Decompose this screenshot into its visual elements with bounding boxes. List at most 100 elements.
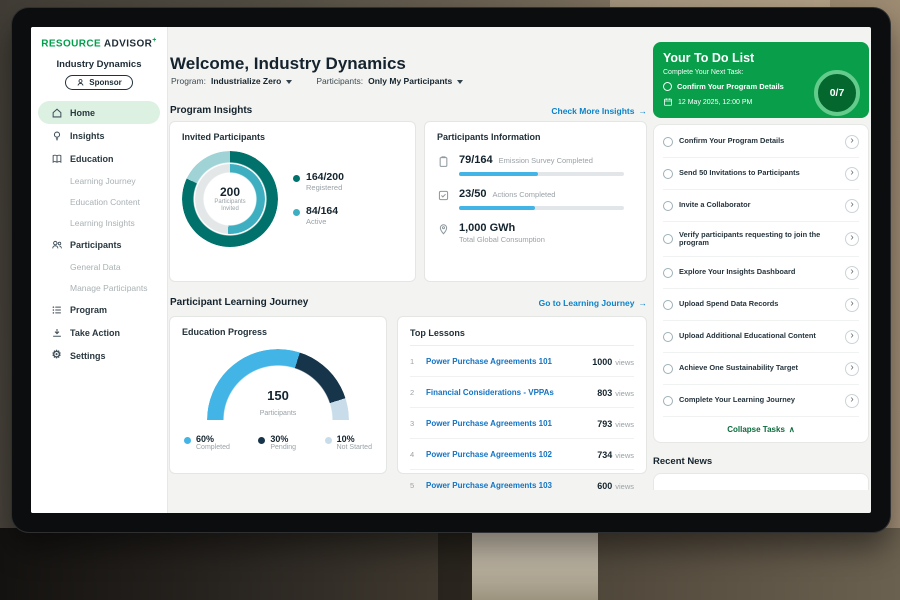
sidebar-nav: Home Insights Education Learning Journey… <box>31 101 167 367</box>
home-icon <box>50 106 63 119</box>
checkbox-circle-icon[interactable] <box>663 395 673 406</box>
logo-plus: + <box>152 37 157 44</box>
logo-secondary: ADVISOR <box>103 38 153 50</box>
task-row[interactable]: Send 50 Invitations to Participants › <box>663 158 859 190</box>
chevron-right-icon[interactable]: › <box>845 166 859 181</box>
sidebar-item-participants[interactable]: Participants <box>38 233 160 256</box>
gauge-legend-dot <box>324 437 332 444</box>
participants-filter[interactable]: Participants: Only My Participants <box>316 76 464 86</box>
donut-legend-dot <box>293 209 300 216</box>
lesson-link[interactable]: Power Purchase Agreements 101 <box>426 356 552 366</box>
task-row[interactable]: Achieve One Sustainability Target › <box>663 353 859 385</box>
task-label: Verify participants requesting to join t… <box>679 229 821 247</box>
monitor-stand <box>472 530 598 600</box>
checkbox-circle-icon[interactable] <box>663 363 673 374</box>
sidebar-item-label: Settings <box>70 350 106 361</box>
sidebar-item-learning-journey[interactable]: Learning Journey <box>70 175 136 186</box>
task-row[interactable]: Verify participants requesting to join t… <box>663 222 859 257</box>
participants-filter-label: Participants: <box>316 76 364 86</box>
checkbox-circle-icon[interactable] <box>663 299 673 310</box>
task-label: Invite a Collaborator <box>679 200 751 210</box>
info-row-survey: 79/164 Emission Survey Completed <box>437 154 634 176</box>
monitor-stand-shadow <box>438 530 474 600</box>
metric-value: 1,000 GWh <box>459 222 516 234</box>
sidebar-item-education[interactable]: Education <box>38 147 160 170</box>
gauge-wrap: 150 Participants <box>182 349 374 420</box>
checkbox-circle-icon[interactable] <box>663 136 673 147</box>
legend-label: Pending <box>270 444 297 451</box>
sidebar-item-insights[interactable]: Insights <box>38 124 160 147</box>
task-label: Achieve One Sustainability Target <box>679 363 798 373</box>
invited-donut-ring-inner <box>195 164 265 234</box>
task-row[interactable]: Invite a Collaborator › <box>663 190 859 222</box>
chevron-up-icon: ∧ <box>788 425 795 434</box>
info-row-actions: 23/50 Actions Completed <box>437 188 634 210</box>
checkbox-circle-icon[interactable] <box>663 267 673 278</box>
lesson-link[interactable]: Power Purchase Agreements 101 <box>426 418 552 428</box>
chevron-right-icon[interactable]: › <box>845 232 859 246</box>
list-icon <box>50 303 63 316</box>
legend-item-not-started: 10% Not Started <box>324 434 372 451</box>
checkbox-circle-icon[interactable] <box>663 331 673 342</box>
sidebar-item-home[interactable]: Home <box>38 101 160 125</box>
lesson-views-label: views <box>615 482 634 491</box>
chevron-right-icon[interactable]: › <box>845 265 859 280</box>
sidebar-item-learning-insights[interactable]: Learning Insights <box>70 217 135 228</box>
metric-value: 23/50 <box>459 188 487 200</box>
donut-legend: 164/200 Registered 84/164 Active <box>293 172 344 226</box>
checkbox-circle-icon[interactable] <box>663 168 673 179</box>
sidebar-item-program[interactable]: Program <box>38 298 160 321</box>
lesson-rank: 1 <box>410 356 415 366</box>
sidebar-item-label: Insights <box>70 130 105 141</box>
main-content: Welcome, Industry Dynamics Program: Indu… <box>169 27 648 513</box>
collapse-tasks-link[interactable]: Collapse Tasks ∧ <box>663 417 859 439</box>
sponsor-badge-label: Sponsor <box>89 78 122 88</box>
chevron-right-icon[interactable]: › <box>845 134 859 149</box>
info-main: 79/164 Emission Survey Completed <box>459 154 634 176</box>
lesson-views-label: views <box>615 358 634 367</box>
todo-next-task[interactable]: Confirm Your Program Details <box>663 82 813 91</box>
program-filter[interactable]: Program: Industrialize Zero <box>171 76 293 86</box>
bulb-icon <box>50 129 63 142</box>
task-row[interactable]: Complete Your Learning Journey › <box>663 385 859 417</box>
chevron-right-icon[interactable]: › <box>845 329 859 344</box>
check-more-insights-link[interactable]: Check More Insights → <box>551 106 647 116</box>
sidebar-item-label: Program <box>70 304 108 315</box>
program-insights-header: Program Insights Check More Insights → <box>170 105 647 116</box>
task-row[interactable]: Confirm Your Program Details › <box>663 126 859 158</box>
education-gauge-chart: 150 Participants <box>207 349 349 420</box>
calendar-icon <box>663 97 673 107</box>
app-logo: RESOURCE ADVISOR+ <box>31 37 167 49</box>
checkbox-circle-icon[interactable] <box>663 200 673 211</box>
legend-label: Not Started <box>336 444 372 451</box>
lesson-link[interactable]: Financial Considerations - VPPAs <box>426 387 554 397</box>
sponsor-badge[interactable]: Sponsor <box>65 75 133 91</box>
lesson-link[interactable]: Power Purchase Agreements 103 <box>426 480 552 490</box>
chevron-right-icon[interactable]: › <box>845 297 859 312</box>
todo-progress-value: 0/7 <box>829 87 845 99</box>
chevron-right-icon[interactable]: › <box>845 393 859 408</box>
sidebar-item-education-content[interactable]: Education Content <box>70 196 140 207</box>
legend-item-pending: 30% Pending <box>258 435 296 451</box>
chevron-right-icon[interactable]: › <box>845 361 859 376</box>
lesson-link[interactable]: Power Purchase Agreements 102 <box>426 449 552 459</box>
sidebar-item-settings[interactable]: ⚙ Settings <box>38 344 160 367</box>
sidebar-item-general-data[interactable]: General Data <box>70 261 121 272</box>
go-to-learning-journey-link[interactable]: Go to Learning Journey → <box>539 298 647 308</box>
sidebar-item-label: Education <box>70 153 114 164</box>
lesson-views-label: views <box>615 420 634 429</box>
location-pin-icon <box>437 222 451 244</box>
sidebar-item-take-action[interactable]: Take Action <box>38 321 160 344</box>
todo-task-list: Confirm Your Program Details › Send 50 I… <box>653 124 869 443</box>
task-row[interactable]: Upload Additional Educational Content › <box>663 321 859 353</box>
legend-value: 10% <box>336 434 355 444</box>
metric-label: Total Global Consumption <box>459 235 545 244</box>
task-row[interactable]: Explore Your Insights Dashboard › <box>663 257 859 289</box>
task-row[interactable]: Upload Spend Data Records › <box>663 289 859 321</box>
card-title: Education Progress <box>182 327 268 337</box>
checkbox-circle-icon[interactable] <box>663 82 672 91</box>
chevron-right-icon[interactable]: › <box>845 198 859 213</box>
checkbox-circle-icon[interactable] <box>663 234 673 244</box>
sidebar-item-manage-participants[interactable]: Manage Participants <box>70 282 148 293</box>
section-title: Program Insights <box>170 105 253 116</box>
